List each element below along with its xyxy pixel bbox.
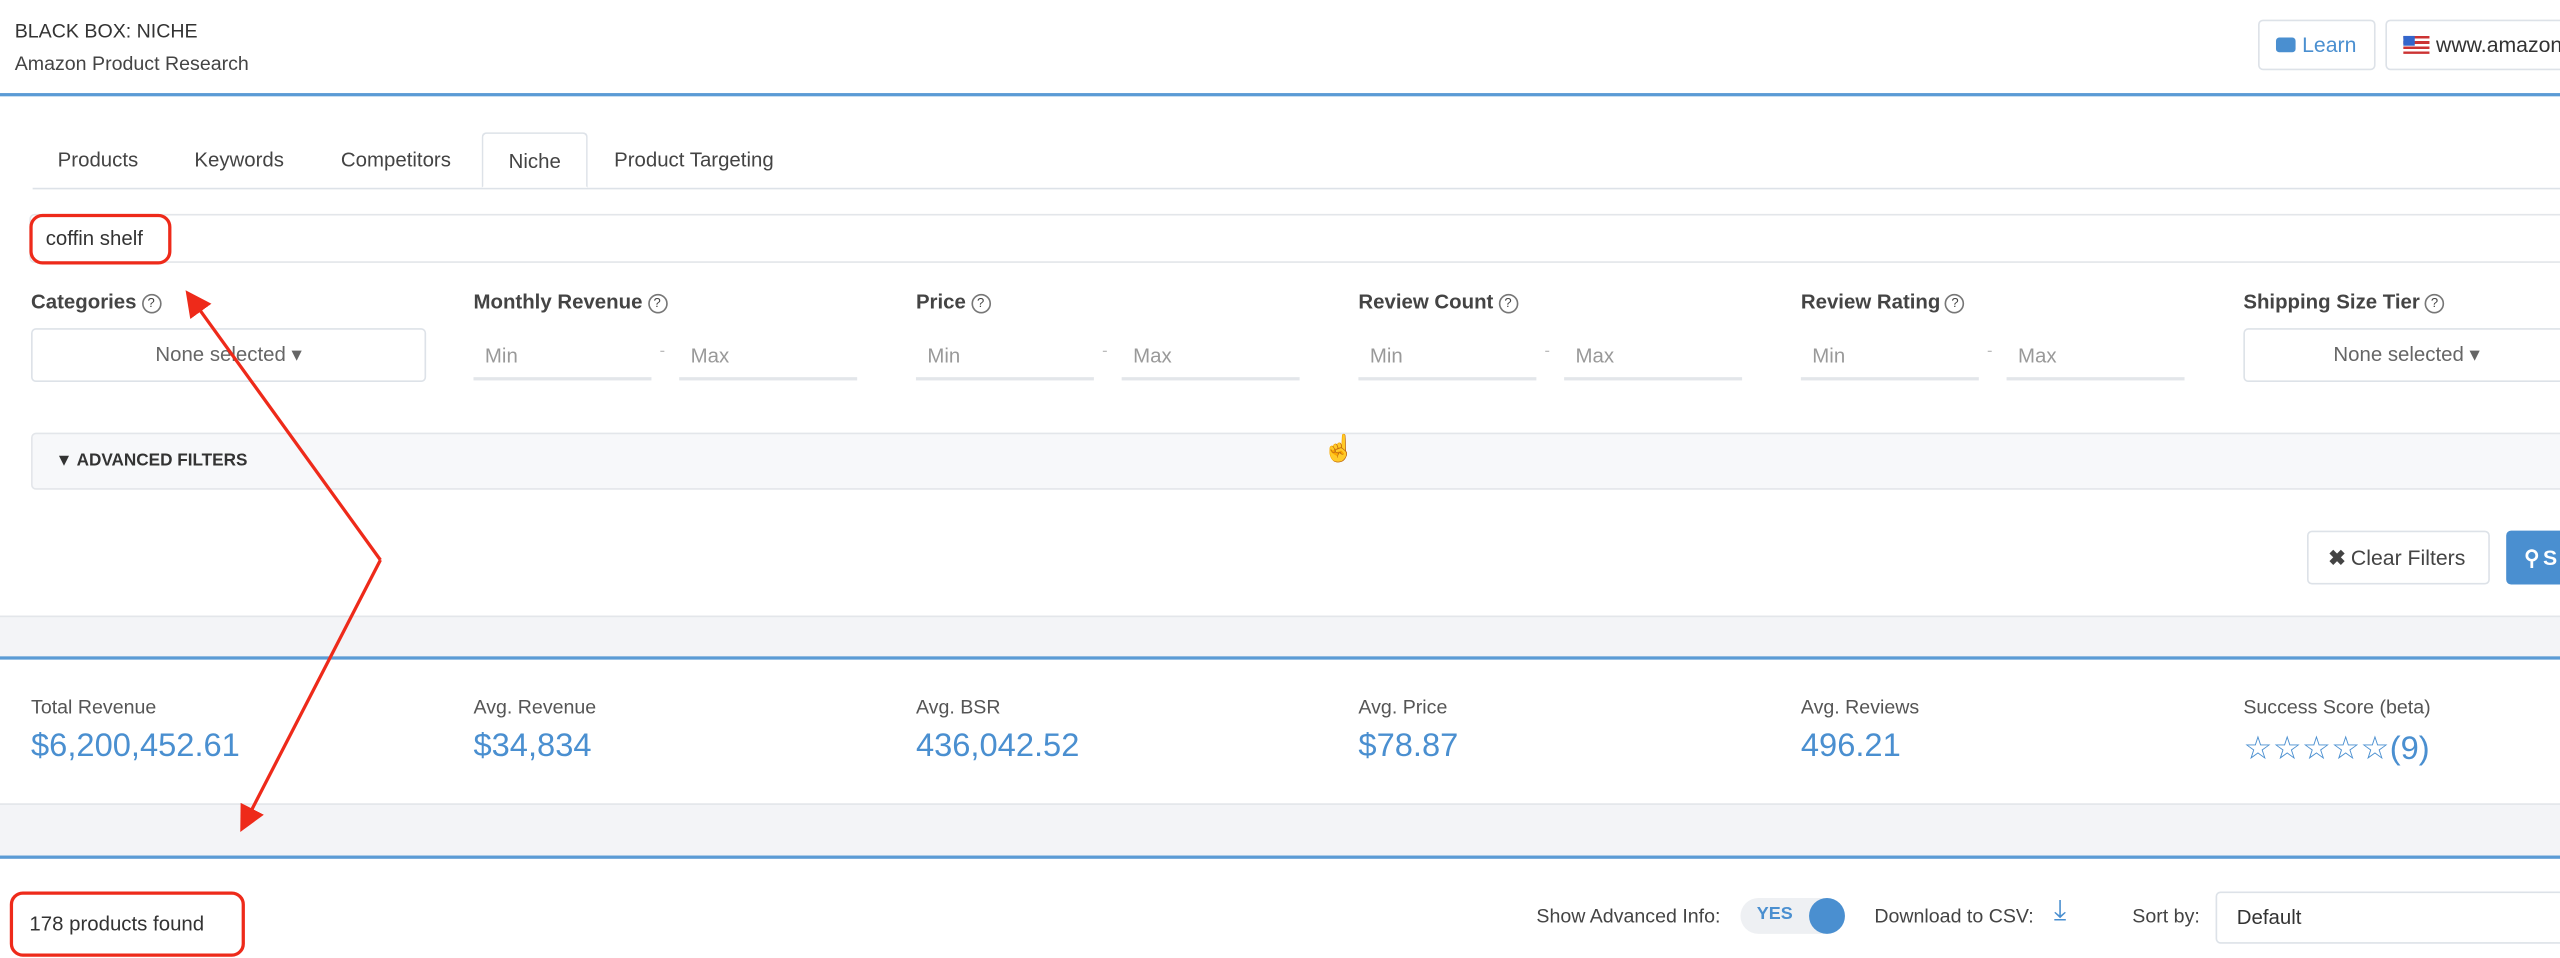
tab-niche[interactable]: Niche — [481, 132, 588, 188]
avg-price-value: $78.87 — [1358, 728, 1459, 765]
learn-label: Learn — [2302, 32, 2357, 58]
monthly-revenue-min[interactable]: Min — [473, 335, 652, 381]
review-rating-max[interactable]: Max — [2006, 335, 2185, 381]
help-icon: ? — [2424, 293, 2445, 314]
advanced-filters-toggle[interactable]: ▼ ADVANCED FILTERS — [31, 432, 2560, 490]
avg-revenue-value: $34,834 — [473, 728, 592, 765]
tab-product-targeting[interactable]: Product Targeting — [614, 148, 774, 172]
review-count-max[interactable]: Max — [1564, 335, 1743, 381]
help-icon: ? — [647, 293, 667, 314]
review-rating-min[interactable]: Min — [1800, 335, 1979, 381]
download-csv-label: Download to CSV: — [1874, 904, 2034, 928]
search-icon: ⚲ — [2524, 544, 2540, 569]
sort-by-select[interactable]: Default — [2215, 891, 2560, 944]
help-icon: ? — [1945, 293, 1965, 314]
show-advanced-info-label: Show Advanced Info: — [1536, 904, 1721, 928]
range-dash: - — [659, 342, 666, 361]
stat-label: Avg. Price — [1358, 695, 1448, 719]
toggle-knob — [1809, 897, 1845, 934]
tab-competitors[interactable]: Competitors — [340, 148, 451, 172]
stat-label: Avg. Revenue — [473, 695, 597, 719]
range-dash: - — [1102, 342, 1108, 361]
page-title: BLACK BOX: NICHE — [14, 19, 198, 43]
price-max[interactable]: Max — [1121, 335, 1300, 381]
search-button[interactable]: ⚲ S — [2506, 530, 2560, 585]
help-icon: ? — [970, 293, 991, 314]
range-dash: - — [1986, 342, 1993, 361]
video-camera-icon — [2275, 37, 2296, 53]
shipping-size-tier-select[interactable]: None selected ▾ — [2243, 328, 2560, 383]
marketplace-selector[interactable]: www.amazon — [2385, 19, 2560, 71]
monthly-revenue-label: Monthly Revenue? — [473, 291, 667, 314]
stat-label: Total Revenue — [31, 695, 157, 719]
categories-select[interactable]: None selected ▾ — [31, 328, 427, 383]
price-min[interactable]: Min — [915, 335, 1094, 381]
arrow-to-count — [240, 559, 382, 832]
monthly-revenue-max[interactable]: Max — [679, 335, 858, 381]
help-icon: ? — [141, 293, 161, 314]
shipping-size-tier-label: Shipping Size Tier? — [2243, 291, 2445, 314]
range-dash: - — [1544, 342, 1550, 361]
us-flag-icon — [2403, 35, 2430, 54]
help-icon: ? — [1498, 293, 1518, 314]
download-icon[interactable]: ⤓ — [2053, 894, 2067, 926]
clear-filters-button[interactable]: ✖ Clear Filters — [2307, 530, 2490, 585]
success-score-stars: ☆☆☆☆☆(9) — [2243, 731, 2430, 768]
header-divider — [0, 93, 2560, 97]
review-count-label: Review Count? — [1358, 291, 1518, 314]
tab-keywords[interactable]: Keywords — [194, 148, 284, 172]
close-icon: ✖ — [2328, 544, 2347, 569]
products-found-count: 178 products found — [29, 912, 205, 936]
review-count-min[interactable]: Min — [1358, 335, 1537, 381]
section-gap — [0, 615, 2560, 658]
review-rating-label: Review Rating? — [1801, 291, 1965, 314]
advanced-info-toggle[interactable]: YES — [1740, 897, 1845, 934]
stat-label: Avg. BSR — [915, 695, 1001, 719]
avg-reviews-value: 496.21 — [1800, 728, 1901, 765]
section-gap — [0, 803, 2560, 858]
section-divider — [0, 855, 2560, 859]
stat-label: Avg. Reviews — [1800, 695, 1920, 719]
tab-bar: Products Keywords Competitors Niche Prod… — [32, 132, 2560, 190]
categories-label: Categories? — [31, 291, 161, 314]
annotation-highlight-search — [29, 213, 172, 265]
price-label: Price? — [916, 291, 991, 314]
tab-products[interactable]: Products — [57, 148, 139, 172]
filter-icon: ▼ — [55, 450, 77, 471]
avg-bsr-value: 436,042.52 — [915, 728, 1080, 765]
section-divider — [0, 656, 2560, 660]
page-subtitle: Amazon Product Research — [14, 52, 249, 76]
sort-by-label: Sort by: — [2132, 904, 2200, 928]
learn-button[interactable]: Learn — [2258, 19, 2376, 71]
total-revenue-value: $6,200,452.61 — [31, 728, 240, 765]
stat-label: Success Score (beta) — [2243, 695, 2431, 719]
annotation-highlight-count — [9, 891, 245, 957]
hand-cursor-icon: ☝ — [1322, 435, 1356, 464]
marketplace-label: www.amazon — [2435, 32, 2560, 58]
arrow-to-search — [185, 290, 382, 561]
